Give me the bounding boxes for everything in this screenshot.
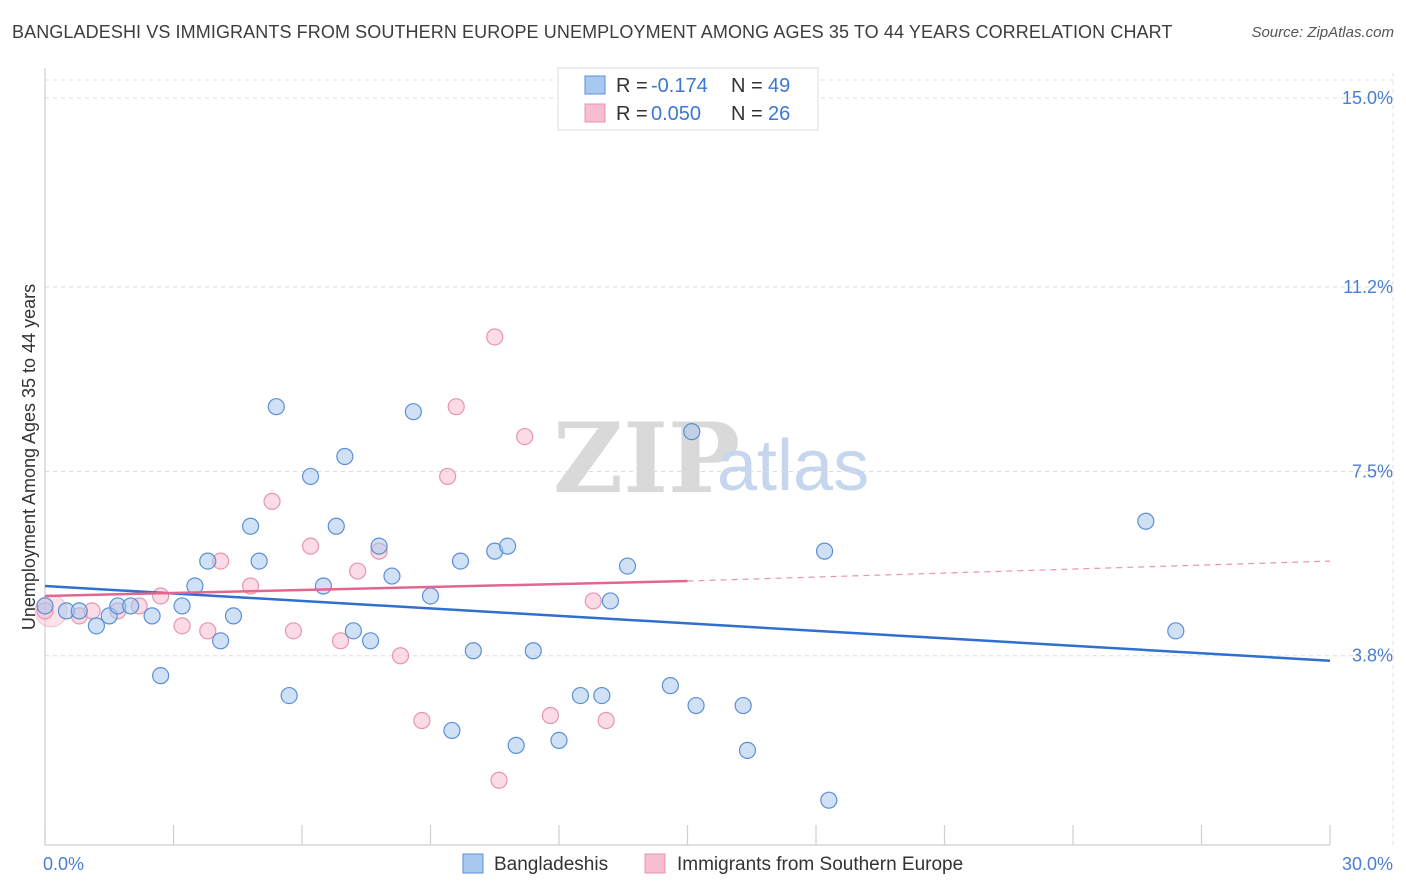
bangladeshi-point-30: [464, 642, 482, 660]
bangladeshi-point-17: [280, 686, 298, 705]
y-axis-label: Unemployment Among Ages 35 to 44 years: [19, 284, 39, 630]
bangladeshi-point-7: [143, 607, 161, 625]
bangladeshi-point-19: [314, 577, 333, 595]
legend-r-label-2: R =: [616, 103, 648, 125]
bottom-legend-label-bangladeshi: Bangladeshis: [494, 854, 608, 875]
bangladeshi-point-6: [122, 597, 140, 615]
bangladeshi-point-48: [1167, 622, 1185, 640]
legend-n-value-1: 49: [768, 75, 790, 97]
bangladeshi-point-11: [199, 552, 217, 570]
y-tick-label-3: 15.0%: [1342, 88, 1393, 108]
bangladeshi-point-25: [383, 567, 401, 585]
bangladeshi-point-20: [327, 517, 345, 535]
europe-point-20: [486, 328, 504, 346]
bangladeshi-point-32: [499, 537, 517, 555]
bangladeshi-point-38: [601, 592, 620, 610]
bangladeshi-point-14: [242, 517, 260, 535]
legend-r-value-2: 0.050: [651, 103, 701, 125]
axes: [44, 68, 1331, 846]
chart-title: BANGLADESHI VS IMMIGRANTS FROM SOUTHERN …: [12, 22, 1173, 42]
europe-point-21: [490, 771, 508, 789]
bottom-legend-swatch-europe: [644, 853, 666, 874]
europe-point-22: [516, 427, 534, 446]
bangladeshi-point-44: [738, 741, 757, 759]
bottom-legend-label-europe: Immigrants from Southern Europe: [677, 854, 963, 875]
europe-point-24: [584, 592, 602, 610]
europe-point-14: [349, 562, 367, 580]
bangladeshi-point-21: [336, 447, 354, 466]
bangladeshi-point-18: [301, 467, 320, 486]
watermark-zip: ZIP: [553, 402, 740, 515]
y-tick-label-1: 7.5%: [1352, 461, 1393, 481]
bangladeshi-point-37: [593, 686, 611, 705]
bangladeshi-point-27: [421, 587, 440, 605]
europe-point-5: [152, 587, 170, 605]
legend-n-label-1: N =: [731, 75, 763, 97]
bangladeshi-point-15: [250, 552, 268, 570]
bangladeshi-point-34: [524, 642, 542, 660]
bangladeshi-point-42: [687, 696, 705, 715]
europe-point-19: [447, 398, 465, 416]
bangladeshi-point-2: [70, 602, 88, 620]
bangladeshi-point-33: [507, 736, 525, 754]
x-tick-label-max: 30.0%: [1342, 854, 1393, 874]
trendline-europe-solid: [44, 579, 688, 598]
legend-swatch-bangladeshi: [584, 75, 606, 95]
europe-point-13: [331, 632, 350, 650]
bangladeshi-point-8: [152, 667, 170, 685]
trendline-bangladeshi: [44, 584, 1331, 662]
bangladeshi-point-13: [224, 607, 243, 625]
bangladeshi-point-35: [550, 731, 568, 750]
bangladeshi-point-43: [734, 696, 752, 715]
series-bangladeshi-points: [36, 398, 1185, 809]
bangladeshi-point-0: [36, 597, 54, 615]
bangladeshi-point-40: [661, 677, 679, 695]
bangladeshi-point-12: [212, 632, 230, 650]
legend-r-value-1: -0.174: [651, 75, 708, 97]
bangladeshi-point-24: [370, 537, 388, 555]
bottom-legend-swatch-bangladeshi: [462, 853, 484, 874]
x-tick-labels: 0.0% 30.0%: [43, 854, 1393, 874]
bangladeshi-point-46: [820, 791, 838, 809]
bangladeshi-point-3: [87, 617, 106, 635]
y-tick-label-2: 11.2%: [1343, 277, 1393, 297]
europe-point-17: [413, 711, 431, 730]
europe-point-25: [597, 711, 615, 730]
legend-r-label-1: R =: [616, 75, 648, 97]
bangladeshi-point-36: [571, 686, 590, 705]
source-label: Source: ZipAtlas.com: [1251, 24, 1394, 41]
legend-n-label-2: N =: [731, 103, 763, 125]
bangladeshi-point-45: [815, 542, 834, 560]
legend-swatch-europe: [584, 103, 606, 123]
y-tick-labels: 3.8% 7.5% 11.2% 15.0%: [1342, 88, 1393, 666]
bangladeshi-point-41: [683, 423, 701, 441]
bangladeshi-point-16: [267, 398, 285, 416]
top-legend: R = -0.174 N = 49 R = 0.050 N = 26: [557, 67, 819, 131]
legend-n-value-2: 26: [768, 103, 790, 125]
europe-point-10: [263, 492, 281, 510]
bangladeshi-point-9: [173, 597, 191, 615]
europe-point-11: [284, 622, 303, 640]
trend-lines: [44, 560, 1331, 662]
bangladeshi-point-28: [443, 721, 461, 740]
bangladeshi-point-47: [1137, 512, 1155, 530]
europe-point-16: [391, 647, 410, 665]
watermark-atlas: atlas: [717, 426, 869, 506]
series-europe-points: [34, 328, 615, 789]
europe-point-12: [301, 537, 320, 555]
europe-point-6: [173, 617, 191, 635]
x-tick-label-min: 0.0%: [43, 854, 84, 874]
europe-point-23: [541, 706, 560, 725]
y-tick-label-0: 3.8%: [1352, 646, 1393, 666]
bangladeshi-point-22: [344, 622, 362, 640]
europe-point-7: [199, 622, 217, 640]
bangladeshi-point-29: [451, 552, 470, 570]
bangladeshi-point-26: [404, 403, 422, 421]
europe-point-18: [439, 467, 457, 486]
bangladeshi-point-39: [618, 557, 637, 575]
trendline-europe-dashed: [687, 560, 1331, 582]
bangladeshi-point-23: [361, 632, 380, 650]
bottom-legend: Bangladeshis Immigrants from Southern Eu…: [462, 853, 963, 875]
